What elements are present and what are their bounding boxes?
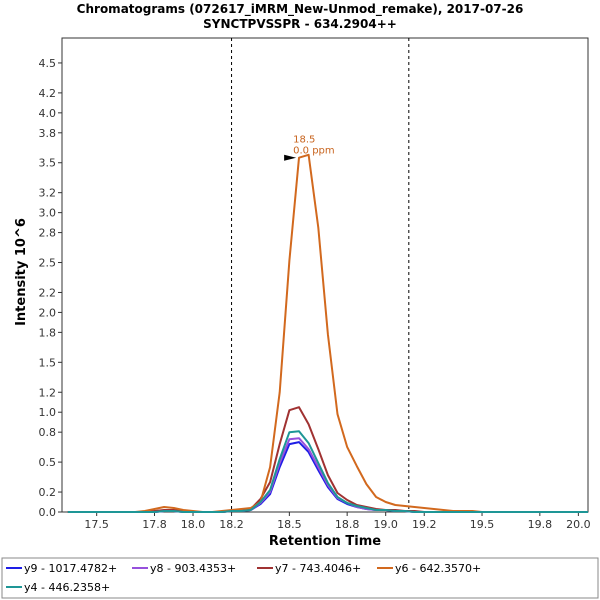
apex-rt-label: 18.5	[293, 135, 315, 146]
x-tick-label: 18.5	[277, 518, 302, 531]
x-tick-label: 17.5	[84, 518, 109, 531]
series-line	[67, 430, 588, 513]
x-tick-label: 19.2	[412, 518, 437, 531]
y-tick-label: 4.2	[39, 87, 57, 100]
x-axis-label: Retention Time	[269, 534, 381, 549]
chart-subtitle: SYNCTPVSSPR - 634.2904++	[203, 17, 397, 31]
y-tick-label: 3.8	[39, 127, 57, 140]
y-tick-label: 4.5	[39, 57, 57, 70]
y-tick-label: 0.2	[39, 486, 57, 499]
x-tick-label: 19.0	[373, 518, 398, 531]
y-tick-label: 1.8	[39, 326, 57, 339]
x-tick-label: 20.0	[566, 518, 591, 531]
y-tick-label: 4.0	[39, 107, 57, 120]
legend-label: y4 - 446.2358+	[24, 581, 110, 594]
y-tick-label: 3.2	[39, 187, 57, 200]
x-tick-label: 19.8	[528, 518, 553, 531]
legend-label: y8 - 903.4353+	[150, 562, 236, 575]
y-axis-label: Intensity 10^6	[14, 218, 29, 326]
y-tick-label: 1.2	[39, 386, 57, 399]
legend-box	[1, 557, 599, 599]
x-tick-label: 19.5	[470, 518, 495, 531]
y-tick-label: 3.5	[39, 157, 57, 170]
x-tick-label: 18.2	[219, 518, 244, 531]
y-tick-label: 0.5	[39, 456, 57, 469]
y-tick-label: 1.0	[39, 406, 57, 419]
y-tick-label: 2.8	[39, 227, 57, 240]
plot-area: 0.0 0.2 0.5 0.8 1.0 1.2 1.5 1.8 2.0 2.2 2.5 2.8 3.0 3…	[39, 37, 591, 531]
y-tick-label: 1.5	[39, 356, 57, 369]
plot-frame	[61, 37, 589, 513]
legend-label: y7 - 743.4046+	[275, 562, 361, 575]
legend-label: y6 - 642.3570+	[395, 562, 481, 575]
x-tick-label: 17.8	[142, 518, 167, 531]
x-tick-label: 18.0	[181, 518, 206, 531]
y-tick-label: 2.0	[39, 306, 57, 319]
apex-marker	[284, 154, 297, 161]
y-tick-label: 2.5	[39, 257, 57, 270]
x-tick-label: 18.8	[335, 518, 360, 531]
legend: y9 - 1017.4782+ y8 - 903.4353+ y7 - 743.40…	[1, 557, 599, 599]
chart-title: Chromatograms (072617_iMRM_New-Unmod_rem…	[77, 2, 524, 17]
y-tick-label: 0.0	[39, 506, 57, 519]
legend-label: y9 - 1017.4782+	[24, 562, 117, 575]
y-tick-label: 2.2	[39, 286, 57, 299]
y-tick-label: 0.8	[39, 426, 57, 439]
apex-ppm-label: 0.0 ppm	[293, 146, 335, 157]
y-tick-label: 3.0	[39, 207, 57, 220]
